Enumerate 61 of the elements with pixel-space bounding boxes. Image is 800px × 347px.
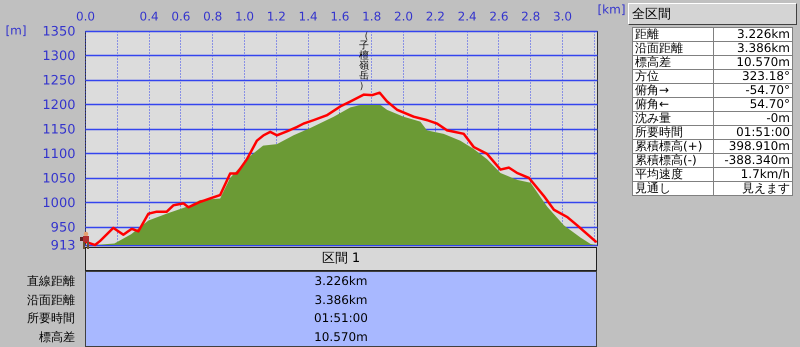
x-tick-label: 0.8: [203, 10, 222, 24]
text: -388.340m: [713, 153, 792, 168]
text: 沿面距離: [632, 41, 714, 56]
text: 323.18°: [713, 69, 792, 84]
text: 標高差: [632, 55, 714, 70]
text: 俯角→: [632, 83, 714, 98]
text: 沈み量: [632, 111, 714, 126]
y-tick-label: 1250: [42, 73, 76, 88]
text: 見通し: [632, 181, 714, 196]
text: 累積標高(-): [632, 153, 714, 168]
y-tick-label: 1000: [42, 196, 76, 211]
x-tick-label: 0.4: [140, 10, 159, 24]
y-tick-label: 913: [50, 238, 76, 254]
text: 01:51:00: [313, 310, 369, 327]
text: 平均速度: [632, 167, 714, 182]
text: 距離: [632, 27, 714, 42]
text: 俯角←: [632, 97, 714, 112]
text: -54.70°: [713, 83, 792, 98]
y-tick-label: 1300: [42, 48, 76, 64]
text: 3.226km: [314, 273, 368, 290]
x-tick-label: 1.6: [330, 10, 350, 24]
y-tick-label: 1050: [42, 171, 76, 186]
text: 見えます: [713, 181, 792, 196]
x-tick-label: 1.0: [234, 10, 254, 24]
text: 所要時間: [26, 310, 75, 327]
text: 方位: [632, 69, 714, 84]
text: 01:51:00: [713, 125, 792, 140]
y-tick-label: 1200: [42, 98, 76, 113]
x-axis-title: [km]: [598, 2, 626, 16]
text: 398.910m: [713, 139, 792, 154]
x-tick-label: 0.0: [76, 10, 96, 24]
y-tick-label: 1150: [42, 122, 76, 138]
x-tick-label: 2.6: [489, 10, 508, 24]
x-tick-label: 1.4: [298, 10, 318, 24]
x-tick-label: 1.8: [362, 10, 382, 24]
text: -0m: [713, 111, 792, 126]
y-tick-label: 950: [50, 220, 76, 236]
x-tick-label: 0.6: [171, 10, 190, 24]
text: 全区間: [628, 3, 797, 25]
text: 1.7km/h: [713, 167, 792, 182]
y-axis-title: [m]: [6, 24, 27, 38]
text: 3.386km: [713, 41, 792, 56]
text: 3.226km: [713, 27, 792, 42]
text: 区間 1: [85, 247, 597, 271]
text: 10.570m: [313, 328, 369, 346]
x-tick-label: 3.0: [552, 10, 572, 24]
text: 累積標高(+): [632, 139, 714, 154]
x-tick-label: 2.0: [394, 10, 414, 24]
text: 54.70°: [713, 97, 792, 112]
y-tick-label: 1100: [42, 146, 76, 162]
text: 3.386km: [314, 292, 368, 308]
x-tick-label: 2.2: [426, 10, 445, 24]
text: 標高差: [38, 328, 75, 346]
x-tick-label: 2.4: [458, 10, 477, 24]
text: 所要時間: [632, 125, 714, 140]
x-tick-label: 1.2: [266, 10, 286, 24]
x-tick-label: 2.8: [521, 10, 540, 24]
text: 沿面距離: [26, 292, 75, 308]
text: 10.570m: [713, 55, 792, 70]
y-tick-label: 1350: [42, 24, 76, 40]
text: 直線距離: [26, 273, 75, 290]
